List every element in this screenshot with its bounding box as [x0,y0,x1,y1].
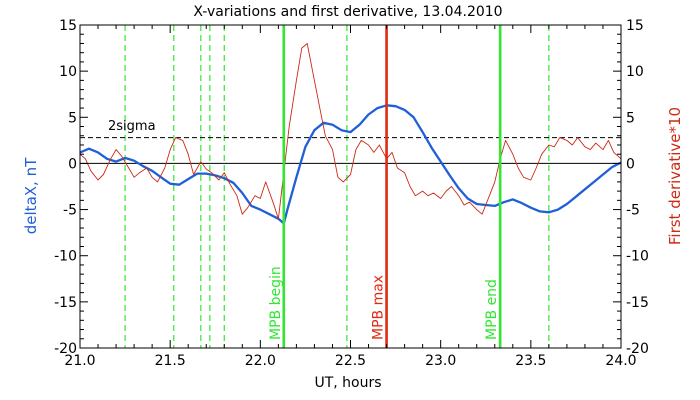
y-tick-label-left: 0 [68,156,77,172]
y-tick-label-right: 0 [626,156,635,172]
y-tick-label-left: -10 [54,249,77,265]
y-tick-label-left: 15 [59,18,77,34]
y-tick-label-right: -10 [626,249,649,265]
x-tick-label: 23.5 [515,353,546,369]
event-layer: MPB begin MPB max MPB end [268,25,502,348]
axes-layer: 21.0 21.5 22.0 22.5 23.0 23.5 24.0 15 15 10 10 5 5 0 0… [54,18,649,369]
sigma-label: 2sigma [108,119,156,134]
grid-layer [80,25,621,348]
y-axis-label-left: deltaX, nT [22,157,40,234]
y-tick-label-left: -5 [63,203,77,219]
y-tick-label-right: -5 [626,203,640,219]
y-tick-label-left: 10 [59,64,77,80]
series-layer [79,43,622,225]
y-tick-label-right: -15 [626,295,649,311]
x-tick-label: 23.0 [425,353,456,369]
x-tick-label: 22.0 [245,353,276,369]
chart-title: X-variations and first derivative, 13.04… [193,4,502,20]
y-tick-label-right: 5 [626,110,635,126]
event-label-0: MPB begin [268,266,284,340]
y-tick-label-left: 5 [68,110,77,126]
y-tick-label-left: -15 [54,295,77,311]
x-tick-label: 21.0 [64,353,95,369]
event-label-1: MPB max [371,275,387,340]
event-label-2: MPB end [484,279,500,340]
y-axis-label-right: First derivative*10 [666,107,684,245]
x-tick-label: 24.0 [605,353,636,369]
y-tick-label-right: 15 [626,18,644,34]
x-tick-label: 21.5 [155,353,186,369]
y-tick-label-right: -20 [626,341,649,357]
x-tick-label: 22.5 [335,353,366,369]
series-line-derivative [79,43,622,220]
y-tick-label-left: -20 [54,341,77,357]
series-line-deltax [79,104,622,225]
y-tick-label-right: 10 [626,64,644,80]
x-axis-label: UT, hours [314,375,381,391]
